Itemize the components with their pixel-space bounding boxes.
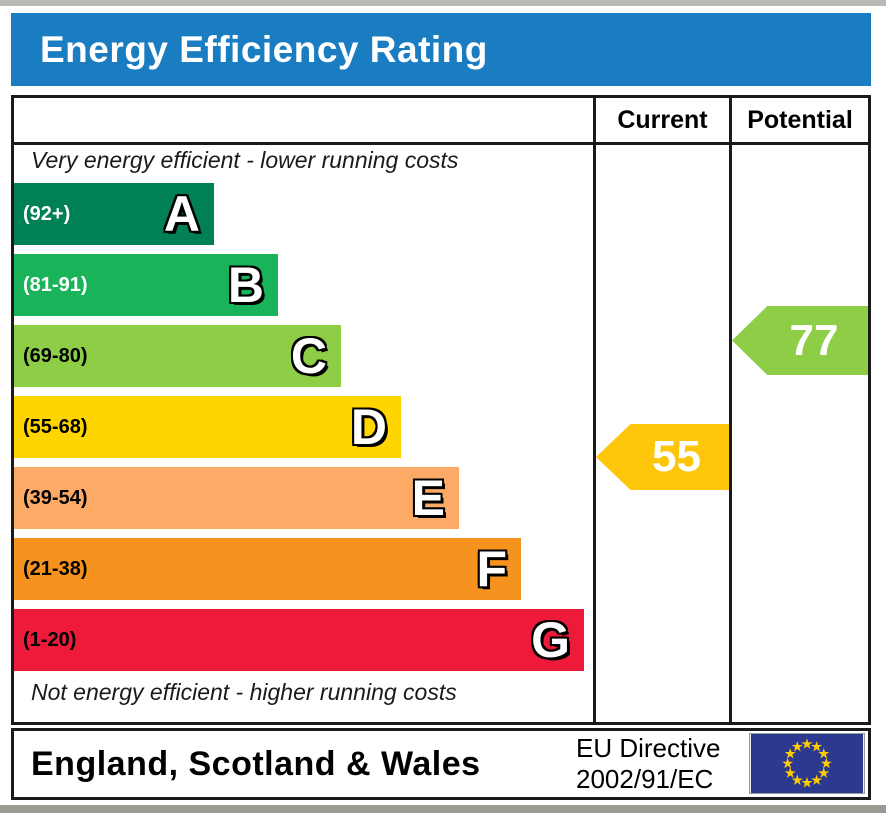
rating-band-row: (21-38) F bbox=[14, 538, 521, 600]
rating-band-bar: (81-91) B bbox=[14, 254, 278, 316]
band-letter: E bbox=[411, 470, 445, 526]
current-header-label: Current bbox=[617, 105, 708, 134]
current-rating-value: 55 bbox=[652, 432, 701, 481]
band-letter: F bbox=[476, 541, 507, 597]
band-letter: B bbox=[227, 257, 264, 313]
band-range-label: (39-54) bbox=[23, 487, 88, 509]
rating-band-bar: (39-54) E bbox=[14, 467, 459, 529]
rating-band-bar: (92+) A bbox=[14, 183, 214, 245]
eu-directive-line1: EU Directive bbox=[576, 733, 721, 763]
potential-column-divider bbox=[729, 98, 732, 722]
rating-band-row: (69-80) C bbox=[14, 325, 341, 387]
band-range-label: (1-20) bbox=[23, 629, 77, 651]
band-letter: G bbox=[531, 612, 570, 668]
rating-band-bar: (69-80) C bbox=[14, 325, 341, 387]
rating-band-row: (1-20) G bbox=[14, 609, 584, 671]
rating-band-row: (39-54) E bbox=[14, 467, 459, 529]
band-range-label: (21-38) bbox=[23, 558, 88, 580]
potential-rating-value: 77 bbox=[789, 315, 839, 365]
band-letter: C bbox=[290, 328, 327, 384]
top-note: Very energy efficient - lower running co… bbox=[31, 147, 459, 173]
potential-header-label: Potential bbox=[747, 105, 853, 134]
band-letter: A bbox=[163, 186, 200, 242]
rating-table: Current Potential Very energy efficient … bbox=[11, 95, 871, 725]
band-range-label: (69-80) bbox=[23, 345, 88, 367]
rating-band-row: (92+) A bbox=[14, 183, 214, 245]
rating-band-bar: (55-68) D bbox=[14, 396, 401, 458]
bottom-note: Not energy efficient - higher running co… bbox=[31, 679, 457, 705]
chart-title-bar: Energy Efficiency Rating bbox=[11, 13, 871, 86]
chart-title: Energy Efficiency Rating bbox=[40, 28, 488, 70]
eu-directive-label: EU Directive 2002/91/EC bbox=[576, 733, 720, 795]
band-range-label: (55-68) bbox=[23, 416, 88, 438]
header-row-border bbox=[14, 142, 868, 145]
potential-rating-pointer: 77 bbox=[732, 306, 868, 375]
current-column-divider bbox=[593, 98, 596, 722]
region-label: England, Scotland & Wales bbox=[31, 744, 481, 783]
rating-band-bar: (21-38) F bbox=[14, 538, 521, 600]
eu-directive-line2: 2002/91/EC bbox=[576, 764, 714, 794]
band-letter: D bbox=[350, 399, 387, 455]
footer-bar: England, Scotland & Wales EU Directive 2… bbox=[11, 728, 871, 800]
rating-band-row: (81-91) B bbox=[14, 254, 278, 316]
eu-flag-icon bbox=[749, 733, 865, 794]
band-range-label: (92+) bbox=[23, 203, 71, 225]
rating-band-row: (55-68) D bbox=[14, 396, 401, 458]
band-range-label: (81-91) bbox=[23, 274, 88, 296]
current-rating-pointer: 55 bbox=[596, 424, 729, 490]
potential-column-header: Potential bbox=[732, 98, 868, 142]
top-edge-border bbox=[0, 0, 886, 6]
rating-band-bar: (1-20) G bbox=[14, 609, 584, 671]
current-column-header: Current bbox=[596, 98, 729, 142]
bottom-edge-border bbox=[0, 805, 886, 813]
